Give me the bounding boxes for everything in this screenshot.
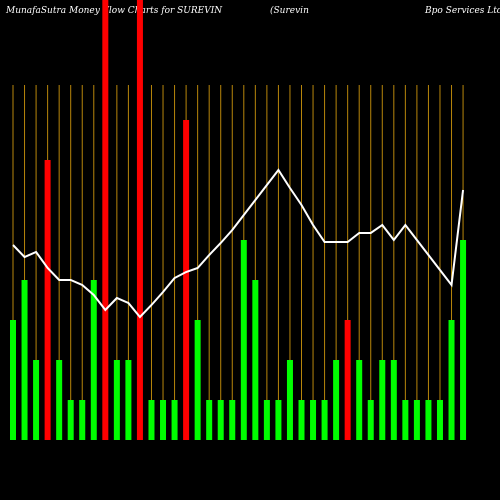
bar bbox=[90, 280, 97, 440]
bar bbox=[171, 400, 178, 440]
price-line bbox=[12, 168, 465, 319]
bar bbox=[460, 240, 467, 440]
bar bbox=[136, 0, 143, 440]
bar bbox=[310, 400, 317, 440]
bar bbox=[183, 120, 190, 440]
bar bbox=[321, 400, 328, 440]
bar bbox=[275, 400, 282, 440]
bar bbox=[160, 400, 167, 440]
bar bbox=[113, 360, 120, 440]
chart-title: (Surevin bbox=[270, 5, 309, 16]
bar bbox=[379, 360, 386, 440]
bar bbox=[367, 400, 374, 440]
bar bbox=[344, 320, 351, 440]
bar bbox=[206, 400, 213, 440]
bar bbox=[263, 400, 270, 440]
bar bbox=[436, 400, 443, 440]
bar bbox=[333, 360, 340, 440]
bar bbox=[298, 400, 305, 440]
bar bbox=[56, 360, 63, 440]
bar bbox=[413, 400, 420, 440]
bar bbox=[425, 400, 432, 440]
bar bbox=[67, 400, 74, 440]
bar bbox=[402, 400, 409, 440]
bar bbox=[33, 360, 40, 440]
bar bbox=[286, 360, 293, 440]
bar bbox=[102, 0, 109, 440]
bar bbox=[448, 320, 455, 440]
bar bbox=[390, 360, 397, 440]
chart-title: MunafaSutra Money Flow Charts for SUREVI… bbox=[5, 6, 223, 16]
bar bbox=[44, 160, 51, 440]
bar bbox=[240, 240, 247, 440]
bar bbox=[148, 400, 155, 440]
bar bbox=[229, 400, 236, 440]
bar bbox=[356, 360, 363, 440]
bar bbox=[79, 400, 86, 440]
bar bbox=[252, 280, 259, 440]
bar bbox=[217, 400, 224, 440]
bar bbox=[21, 280, 28, 440]
bar bbox=[10, 320, 16, 440]
chart-title: Bpo Services Ltd bbox=[424, 6, 500, 16]
bar bbox=[194, 320, 201, 440]
bar bbox=[125, 360, 132, 440]
